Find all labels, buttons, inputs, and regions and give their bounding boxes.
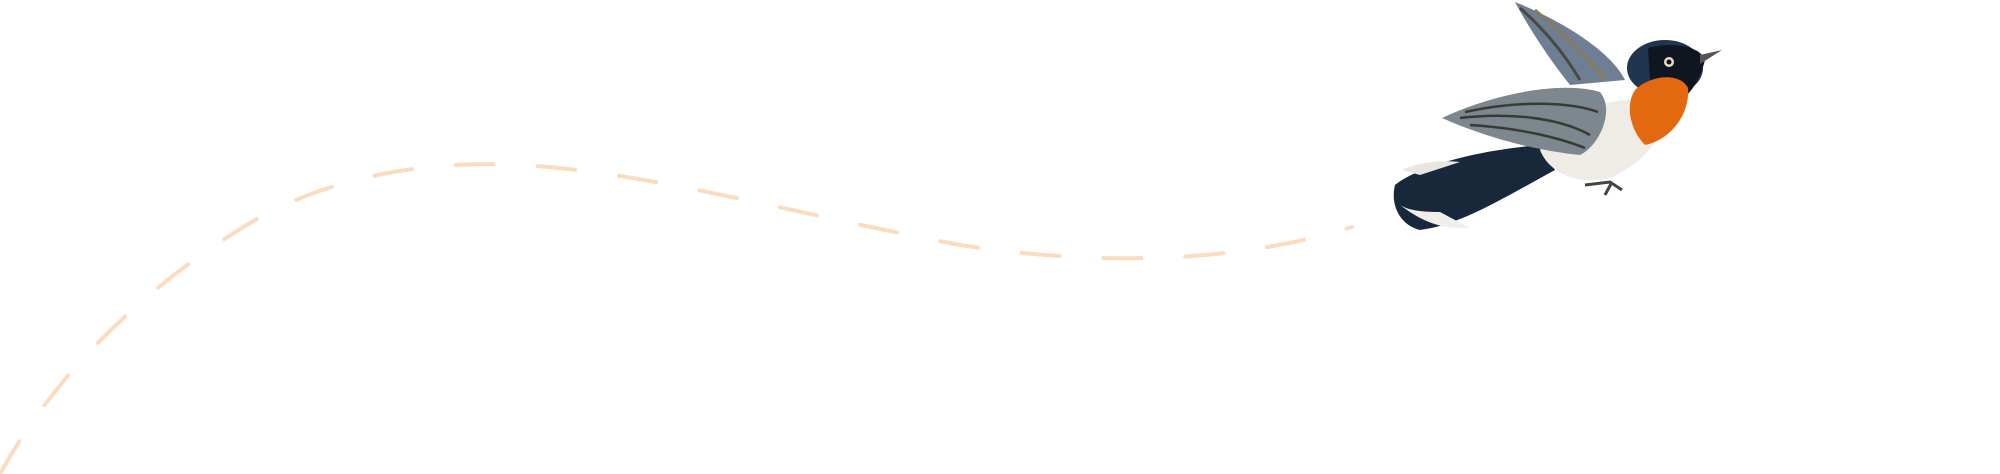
bird-icon	[1393, 2, 1722, 230]
dashed-flight-path	[0, 162, 1354, 474]
